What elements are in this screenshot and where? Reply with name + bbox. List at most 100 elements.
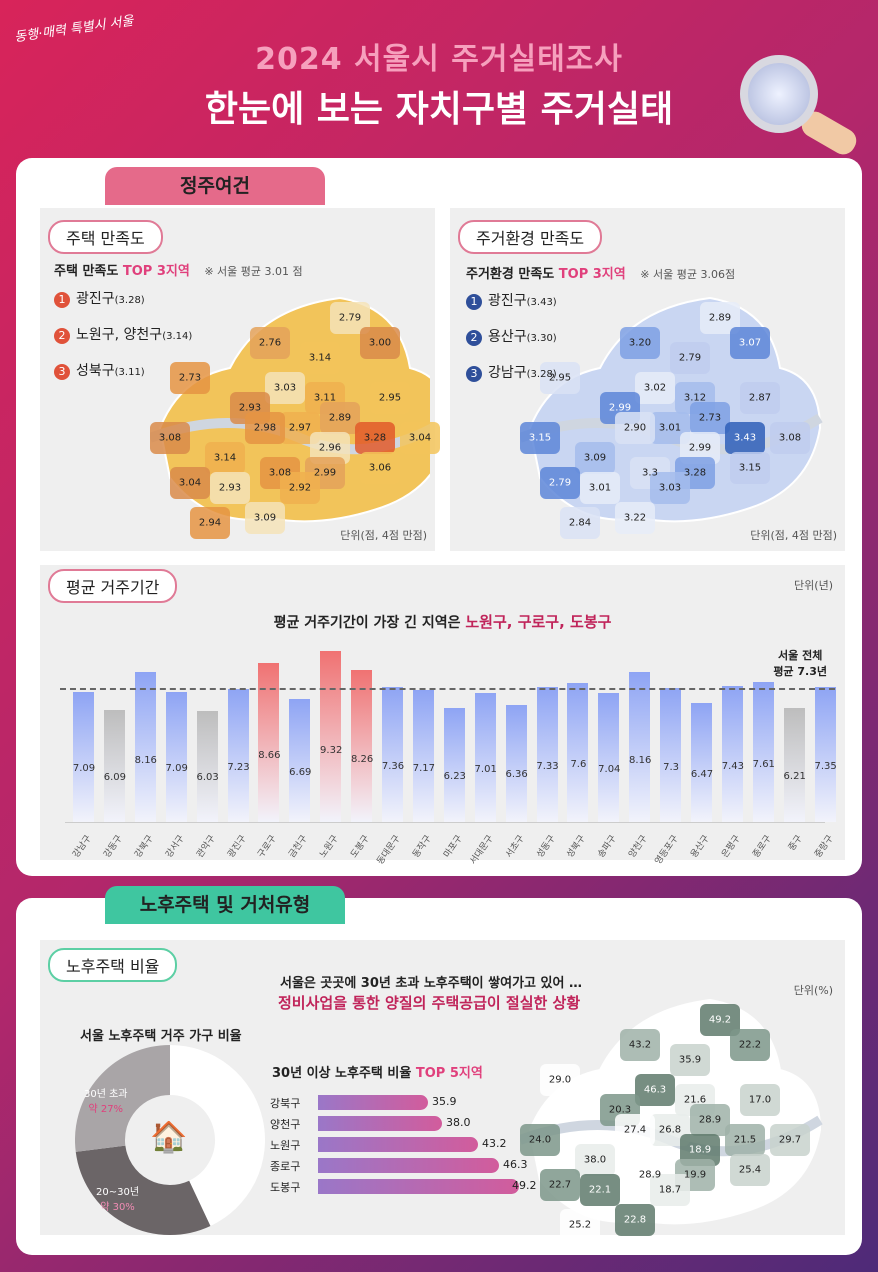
bar-동대문구 [382,686,403,822]
old-housing-line1: 서울은 곳곳에 30년 초과 노후주택이 쌓여가고 있어 … [280,976,582,991]
residence-headline: 평균 거주기간이 가장 긴 지역은 노원구, 구로구, 도봉구 [40,611,845,632]
district-value: 25.2 [568,1219,592,1231]
district-value: 3.03 [658,482,682,494]
rank-number: 3 [54,364,70,380]
district-value: 3.04 [408,432,432,444]
bar-서대문구 [474,693,496,822]
rank-number: 2 [466,330,482,346]
rank-number: 3 [466,366,482,382]
district-value: 3.28 [683,467,707,479]
rank-district: 노원구, 양천구 [76,327,163,343]
district-region [400,422,440,454]
district-value: 3.08 [268,467,292,479]
housing-heading: 주택 만족도 TOP 3지역 ※ 서울 평균 3.01 점 [54,260,303,279]
district-region [355,422,395,454]
avg-note: ※ 서울 평균 3.06점 [640,268,736,281]
bar-value-label: 8.66 [258,750,281,762]
district-value: 3.03 [273,382,297,394]
avg-label-line1: 서울 전체 [778,649,823,662]
bar-마포구 [443,707,465,822]
district-region [620,1029,660,1061]
bar-value-label: 6.69 [289,766,312,778]
housing-rank-list: 1 광진구(3.28) 2 노원구, 양천구(3.14) 3 성북구(3.11) [54,288,192,396]
bar-동작구 [412,690,434,822]
bar-value-label: 7.04 [598,763,621,775]
donut-label-30plus: 30년 초과 약 27% [84,1085,128,1115]
district-value: 3.15 [528,432,552,444]
district-region [575,1144,615,1176]
residence-period-panel: 평균 거주기간 단위(년) 평균 거주기간이 가장 긴 지역은 노원구, 구로구… [40,565,845,867]
top5-district: 노원구 [270,1139,301,1152]
district-region [725,422,765,454]
heading-text: 주거환경 만족도 [466,267,555,282]
top5-value: 49.2 [512,1179,537,1192]
district-value: 2.96 [318,442,342,454]
district-value: 3.08 [158,432,182,444]
average-label: 서울 전체 평균 7.3년 [773,647,827,679]
district-value: 3.14 [308,352,332,364]
district-region [770,1124,810,1156]
headline-text: 평균 거주기간이 가장 긴 지역은 [273,615,461,631]
rank-number: 1 [466,294,482,310]
district-value: 3.3 [642,467,658,479]
district-value: 29.0 [548,1074,572,1086]
rank-number: 2 [54,328,70,344]
bar-영등포구 [660,688,682,822]
bar-value-label: 7.6 [570,759,587,771]
bar-value-label: 6.36 [505,769,528,781]
district-value: 17.0 [748,1094,772,1106]
district-value: 2.98 [253,422,277,434]
bar-광진구 [227,689,249,822]
district-region [540,467,580,499]
district-region [370,382,410,414]
district-value: 3.07 [738,337,762,349]
bar-양천구 [629,672,651,822]
district-region [670,1044,710,1076]
district-value: 2.79 [338,312,362,324]
top5-title: 30년 이상 노후주택 비율 TOP 5지역 [272,1062,483,1081]
top5-district: 도봉구 [270,1181,301,1194]
bar-value-label: 6.09 [103,771,127,783]
district-region [650,472,690,504]
district-region [520,1124,560,1156]
bar-관악구 [196,711,218,822]
top-label: TOP 3지역 [558,267,626,282]
district-region [540,1064,580,1096]
top5-district: 강북구 [270,1097,301,1110]
rank-district: 용산구 [488,329,527,345]
district-value: 3.06 [368,462,392,474]
donut-segment [75,1045,172,1152]
district-region [170,467,210,499]
district-value: 2.93 [238,402,262,414]
top5-title-text: 30년 이상 노후주택 비율 [272,1066,412,1081]
district-value: 22.8 [623,1214,647,1226]
bar-강동구 [103,710,125,822]
unit-label: 단위(%) [793,984,833,997]
bar-value-label: 7.09 [72,763,96,775]
district-value: 3.43 [733,432,757,444]
title-year: 2024 서울시 주거실태조사 [255,42,623,77]
district-value: 2.99 [688,442,712,454]
top5-value: 35.9 [432,1095,457,1108]
bar-종로구 [752,682,774,822]
district-value: 3.12 [683,392,707,404]
rank-item: 3 성북구(3.11) [54,360,192,380]
bar-중랑구 [814,687,836,822]
rank-value: (3.28) [526,369,557,380]
rank-item: 1 광진구(3.43) [466,290,557,310]
bar-성동구 [536,687,558,822]
district-region [730,1029,770,1061]
top5-bar [318,1095,428,1110]
bar-용산구 [691,703,712,822]
top5-bar [318,1179,519,1194]
bar-노원구 [320,650,342,822]
district-value: 2.84 [568,517,592,529]
district-region [740,1084,780,1116]
bar-value-label: 7.43 [721,760,745,772]
heading-text: 주택 만족도 [54,264,119,279]
environment-map: 2.89 3.20 2.79 3.07 3.12 2.95 3.02 2.73 2.87 2.99… [520,288,840,539]
top5-bar [318,1116,442,1131]
district-value: 2.95 [378,392,402,404]
old-housing-pill: 노후주택 비율 [48,948,178,982]
donut-segment [75,1144,211,1235]
